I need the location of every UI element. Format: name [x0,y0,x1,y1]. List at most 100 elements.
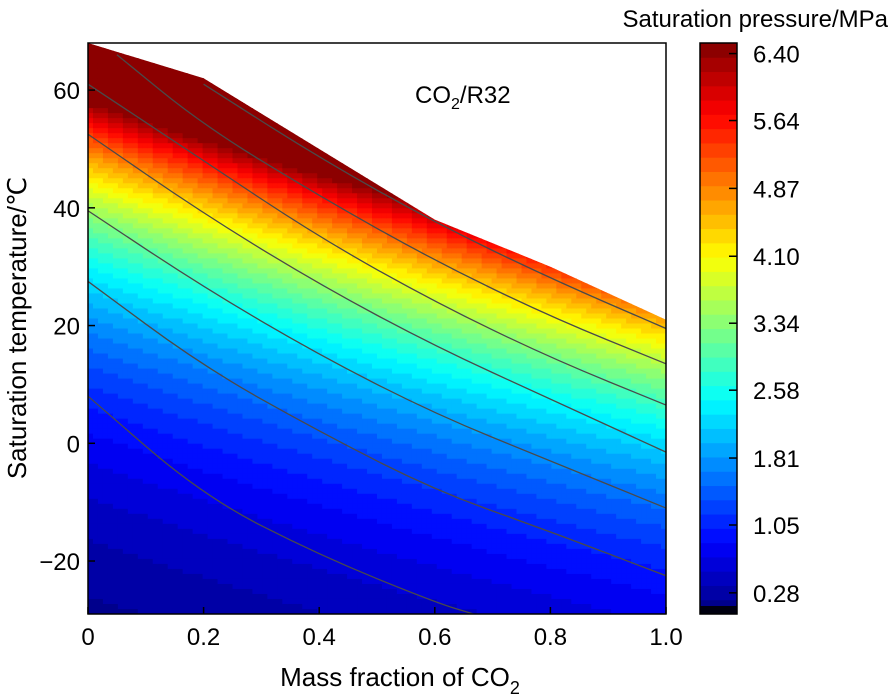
field-cell [102,473,109,480]
field-cell [192,108,199,114]
field-cell [92,363,99,370]
field-cell [222,188,229,194]
field-cell [132,73,139,79]
field-cell [212,583,219,590]
field-cell [122,538,129,545]
field-cell [202,113,209,119]
field-cell [137,88,144,94]
field-cell [267,68,273,74]
field-cell [112,268,119,274]
field-cell [187,158,194,164]
field-cell [112,418,119,425]
field-cell [282,113,288,119]
field-cell [117,293,124,300]
field-cell [272,368,278,375]
field-cell [262,428,268,435]
field-cell [262,488,268,495]
field-cell [182,333,189,340]
field-cell [172,158,179,164]
field-cell [177,133,184,139]
field-cell [132,98,139,104]
field-cell [157,248,164,254]
field-cell [252,408,259,415]
field-cell [187,163,194,169]
field-cell [287,438,293,445]
field-cell [102,238,109,244]
field-cell [297,243,303,249]
field-cell [172,53,179,59]
field-cell [122,58,129,64]
field-cell [177,443,184,450]
field-cell [247,293,254,300]
field-cell [117,513,124,520]
field-cell [172,133,179,139]
field-cell [172,223,179,229]
field-cell [97,83,104,89]
field-cell [232,433,239,440]
field-cell [207,548,214,555]
field-cell [267,168,273,174]
field-cell [267,388,273,395]
field-cell [157,288,164,295]
field-cell [137,553,144,560]
field-cell [187,243,194,249]
field-cell [297,78,303,84]
field-cell [247,453,254,460]
field-cell [152,413,159,420]
field-cell [232,163,239,169]
field-cell [222,73,229,79]
field-cell [267,498,273,505]
field-cell [247,383,254,390]
field-cell [222,198,229,204]
field-cell [117,523,124,530]
field-cell [177,458,184,465]
field-cell [112,483,119,490]
field-cell [267,533,273,540]
field-cell [297,278,303,285]
field-cell [187,323,194,330]
field-cell [272,518,278,525]
field-cell [147,333,154,340]
field-cell [202,213,209,219]
field-cell [192,98,199,104]
field-cell [157,478,164,485]
field-cell [197,338,204,345]
field-cell [102,488,109,495]
field-cell [192,568,199,575]
field-cell [247,528,254,535]
field-cell [297,523,303,530]
field-cell [192,378,199,385]
field-cell [147,468,154,475]
field-cell [177,88,184,94]
field-cell [162,553,169,560]
field-cell [92,283,99,290]
field-cell [107,158,114,164]
field-cell [217,378,224,385]
field-cell [142,63,149,69]
field-cell [177,288,184,295]
field-cell [157,118,164,124]
field-cell [252,338,259,345]
field-cell [207,353,214,360]
field-cell [232,298,239,305]
field-cell [127,98,134,104]
field-cell [197,368,204,375]
field-cell [97,138,104,144]
field-cell [172,218,179,224]
field-cell [172,393,179,400]
field-cell [227,603,234,610]
field-cell [192,588,199,595]
field-cell [267,523,273,530]
field-cell [257,593,263,600]
field-cell [162,583,169,590]
field-cell [277,388,283,395]
field-cell [272,258,278,264]
field-cell [137,488,144,495]
field-cell [107,43,114,49]
field-cell [192,168,199,174]
field-cell [292,588,298,595]
field-cell [167,293,174,300]
field-cell [172,243,179,249]
field-cell [142,183,149,189]
field-cell [237,353,244,360]
